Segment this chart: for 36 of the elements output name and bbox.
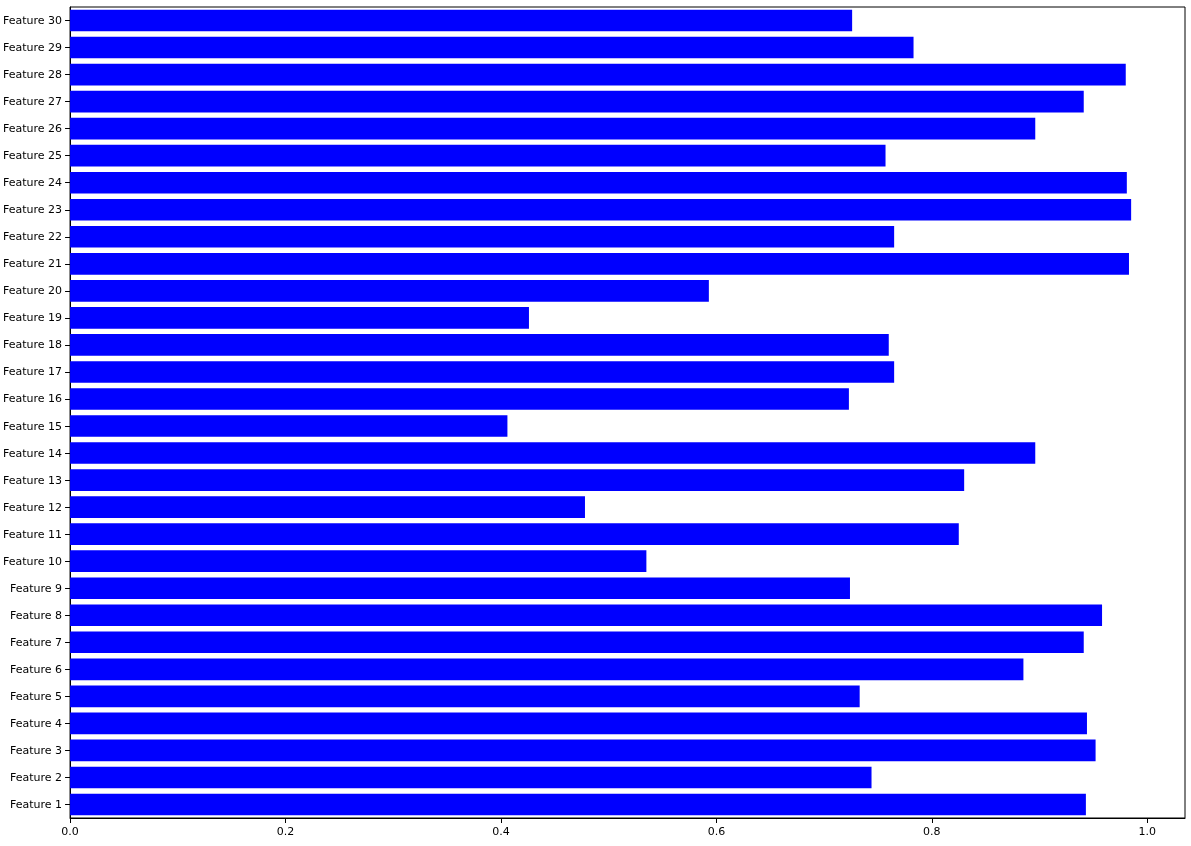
y-tick-label: Feature 21 <box>3 257 63 271</box>
y-tick-label: Feature 1 <box>10 797 63 811</box>
y-tick-label: Feature 15 <box>3 419 63 433</box>
y-tick-label: Feature 11 <box>3 527 63 541</box>
y-tick-label: Feature 6 <box>10 662 63 676</box>
y-tick-label: Feature 2 <box>10 770 63 784</box>
y-tick-label: Feature 3 <box>10 743 63 757</box>
y-tick-label: Feature 16 <box>3 392 63 406</box>
y-tick-label: Feature 12 <box>3 500 63 514</box>
x-tick-label: 0.0 <box>61 825 79 838</box>
y-tick-label: Feature 29 <box>3 41 63 55</box>
x-tick-label: 0.6 <box>707 825 726 838</box>
y-tick-label: Feature 19 <box>3 311 63 325</box>
y-tick-label: Feature 14 <box>3 446 63 460</box>
y-tick-label: Feature 9 <box>10 581 63 595</box>
y-tick-label: Feature 5 <box>10 689 63 703</box>
x-tick-label: 0.4 <box>492 825 510 838</box>
y-tick-label: Feature 25 <box>3 149 63 163</box>
x-tick-label: 1.0 <box>1138 825 1157 838</box>
y-tick-label: Feature 23 <box>3 203 63 217</box>
y-tick-label: Feature 30 <box>3 14 63 28</box>
y-tick-label: Feature 7 <box>10 635 63 649</box>
y-tick-label: Feature 10 <box>3 554 63 568</box>
y-tick-label: Feature 8 <box>10 608 63 622</box>
y-tick-label: Feature 4 <box>10 716 63 730</box>
y-tick-label: Feature 28 <box>3 68 63 82</box>
y-tick-label: Feature 24 <box>3 176 63 190</box>
y-tick-label: Feature 18 <box>3 338 63 352</box>
x-tick-label: 0.8 <box>923 825 941 838</box>
y-tick-label: Feature 20 <box>3 284 63 298</box>
y-tick-label: Feature 27 <box>3 95 63 109</box>
y-tick-label: Feature 17 <box>3 365 63 379</box>
y-tick-label: Feature 26 <box>3 122 63 136</box>
y-tick-label: Feature 22 <box>3 230 63 244</box>
y-tick-label: Feature 13 <box>3 473 63 487</box>
x-tick-label: 0.2 <box>276 825 295 838</box>
